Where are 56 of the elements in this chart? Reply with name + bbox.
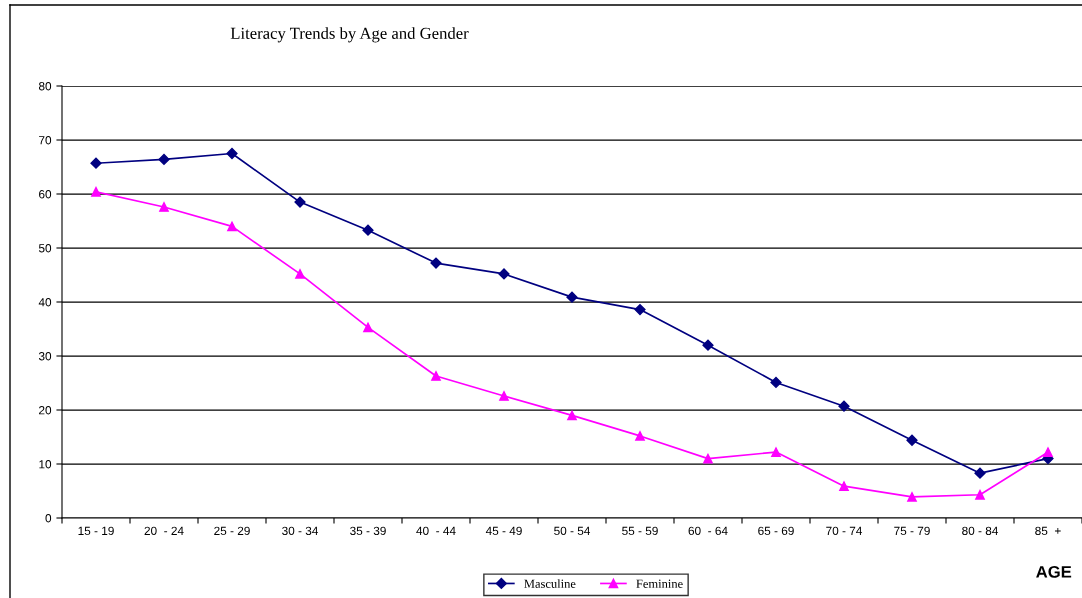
x-tick-label: 30 - 34 [282,526,319,535]
y-tick-label: 60 [39,190,52,199]
y-tick-label: 10 [39,460,52,469]
point [90,157,102,169]
x-tick-label: 80 - 84 [962,526,999,535]
y-tick-label: 70 [39,136,52,145]
point [1043,447,1053,457]
y-tick-label: 80 [38,82,52,91]
point [770,376,782,389]
point [431,371,441,381]
y-tick-label: 20 [39,406,52,415]
y-tick-label: 30 [38,352,52,361]
x-tick-label: 25 - 29 [214,526,250,535]
x-tick-label: 65 - 69 [758,526,794,535]
x-tick-label: 40 - 44 [416,526,456,535]
point [226,147,238,160]
point [907,492,917,502]
point [567,410,577,421]
y-tick-label: 40 [38,298,52,307]
point [838,400,850,412]
point [498,268,510,280]
x-tick-label: 15 - 19 [78,526,114,535]
point [634,303,646,316]
x-tick-label: 45 - 49 [485,526,522,535]
y-tick-label: 50 [38,244,52,253]
point [635,431,645,441]
x-axis-title: AGE [1036,565,1072,578]
x-tick-label: 70 - 74 [826,526,863,535]
y-tick-label: 0 [45,514,52,523]
point [158,153,170,166]
point [362,224,374,236]
point [295,269,305,279]
x-tick-label: 35 - 39 [350,526,386,535]
point [974,467,986,479]
point [703,453,713,464]
point [430,257,442,269]
x-tick-label: 60 - 64 [688,526,728,535]
point [566,291,578,303]
x-tick-label: 75 - 79 [894,526,930,535]
point [702,339,714,351]
point [975,489,985,500]
x-tick-label: 85 + [1035,526,1061,535]
point [499,391,509,401]
point [159,202,169,212]
x-tick-label: 20 - 24 [144,526,184,535]
x-tick-label: 50 - 54 [554,526,591,535]
point [839,481,849,492]
point [363,322,373,333]
chart-title: Literacy Trends by Age and Gender [230,27,469,43]
point [906,434,918,446]
legend-label: Masculine [524,579,576,588]
point [771,447,781,457]
point [91,186,101,197]
x-tick-label: 55 - 59 [622,526,658,535]
legend-label: Feminine [636,579,683,588]
point [227,221,237,232]
